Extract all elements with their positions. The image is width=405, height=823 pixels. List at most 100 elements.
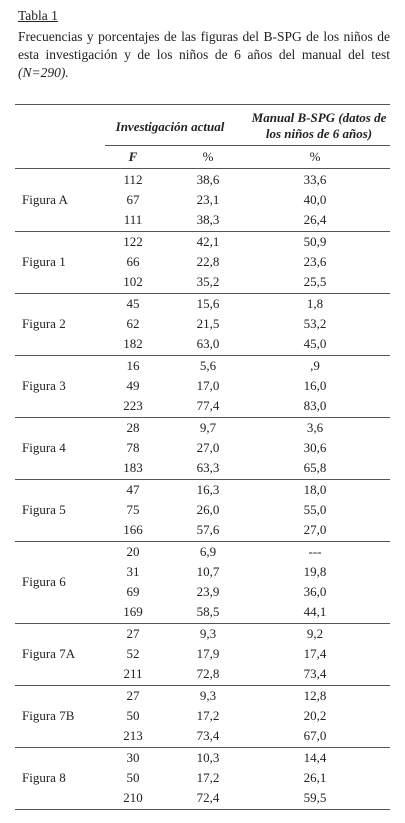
table-cell: 17,2 bbox=[196, 708, 220, 723]
col-group-header: Manual B-SPG (datos de los niños de 6 añ… bbox=[251, 110, 387, 141]
table-cell: 67 bbox=[126, 192, 140, 207]
table-cell: 16,0 bbox=[303, 378, 327, 393]
table-cell: 27 bbox=[126, 688, 140, 703]
table-cell: 75 bbox=[126, 502, 140, 517]
table-cell: 77,4 bbox=[196, 398, 220, 413]
table-cell: 69 bbox=[126, 584, 140, 599]
table-cell: 102 bbox=[123, 274, 143, 289]
table-cell: 63,3 bbox=[196, 460, 220, 475]
table-cell: 72,8 bbox=[196, 666, 220, 681]
table-caption: Frecuencias y porcentajes de las figuras… bbox=[18, 28, 390, 82]
table-cell: 20 bbox=[126, 544, 140, 559]
row-label: Figura 7B bbox=[22, 708, 75, 723]
caption-text: Frecuencias y porcentajes de las figuras… bbox=[18, 29, 390, 62]
table-cell: 50 bbox=[126, 708, 140, 723]
group-rule bbox=[15, 623, 390, 624]
table-cell: 10,7 bbox=[196, 564, 220, 579]
table-cell: 59,5 bbox=[303, 790, 327, 805]
table-cell: 16,3 bbox=[196, 482, 220, 497]
group-rule bbox=[15, 747, 390, 748]
table-cell: 27 bbox=[126, 626, 140, 641]
table-cell: 31 bbox=[126, 564, 140, 579]
table-cell: 21,5 bbox=[196, 316, 220, 331]
table-cell: 36,0 bbox=[303, 584, 327, 599]
row-label: Figura 4 bbox=[22, 440, 66, 455]
table-cell: 15,6 bbox=[196, 296, 220, 311]
table-cell: 112 bbox=[123, 172, 143, 187]
table-cell: 1,8 bbox=[306, 296, 324, 311]
table-cell: 23,9 bbox=[196, 584, 220, 599]
table-cell: 223 bbox=[123, 398, 143, 413]
table-cell: 17,9 bbox=[196, 646, 220, 661]
table-cell: 58,5 bbox=[196, 604, 220, 619]
table-cell: 17,4 bbox=[303, 646, 327, 661]
table-cell: ,9 bbox=[310, 358, 320, 373]
table-cell: 14,4 bbox=[303, 750, 327, 765]
table-cell: 28 bbox=[126, 420, 140, 435]
table-cell: 18,0 bbox=[303, 482, 327, 497]
table-cell: 83,0 bbox=[303, 398, 327, 413]
table-cell: 10,3 bbox=[196, 750, 220, 765]
table-cell: 16 bbox=[126, 358, 140, 373]
row-label: Figura 6 bbox=[22, 574, 66, 589]
table-cell: --- bbox=[308, 544, 322, 559]
table-cell: 72,4 bbox=[196, 790, 220, 805]
table-cell: 65,8 bbox=[303, 460, 327, 475]
table-cell: 12,8 bbox=[303, 688, 327, 703]
row-label: Figura 1 bbox=[22, 254, 66, 269]
table-cell: 78 bbox=[126, 440, 140, 455]
row-label: Figura 3 bbox=[22, 378, 66, 393]
table-cell: 49 bbox=[126, 378, 140, 393]
table-cell: 9,7 bbox=[199, 420, 217, 435]
table-cell: 25,5 bbox=[303, 274, 327, 289]
table-cell: 73,4 bbox=[303, 666, 327, 681]
table-cell: 53,2 bbox=[303, 316, 327, 331]
table-cell: 122 bbox=[123, 234, 143, 249]
group-rule bbox=[15, 479, 390, 480]
table-cell: 26,0 bbox=[196, 502, 220, 517]
group-rule bbox=[15, 231, 390, 232]
table-cell: 30 bbox=[126, 750, 140, 765]
table-label: Tabla 1 bbox=[18, 8, 58, 23]
table-cell: 211 bbox=[123, 666, 143, 681]
table-cell: 26,4 bbox=[303, 212, 327, 227]
table-cell: 33,6 bbox=[303, 172, 327, 187]
col-header: % bbox=[309, 149, 321, 164]
caption-n: (N=290). bbox=[18, 65, 69, 80]
top-rule bbox=[15, 104, 390, 105]
table-cell: 73,4 bbox=[196, 728, 220, 743]
table-cell: 63,0 bbox=[196, 336, 220, 351]
table-cell: 19,8 bbox=[303, 564, 327, 579]
table-cell: 6,9 bbox=[199, 544, 217, 559]
table-cell: 57,6 bbox=[196, 522, 220, 537]
header-bottom-rule bbox=[15, 168, 390, 169]
table-cell: 9,3 bbox=[199, 626, 217, 641]
group-rule bbox=[15, 293, 390, 294]
col-group-header: Investigación actual bbox=[115, 119, 225, 134]
table-cell: 52 bbox=[126, 646, 140, 661]
table-cell: 3,6 bbox=[306, 420, 324, 435]
table-cell: 67,0 bbox=[303, 728, 327, 743]
row-label: Figura 5 bbox=[22, 502, 66, 517]
table-cell: 111 bbox=[123, 212, 143, 227]
table-cell: 20,2 bbox=[303, 708, 327, 723]
row-label: Figura 8 bbox=[22, 770, 66, 785]
row-label: Figura 2 bbox=[22, 316, 66, 331]
table-cell: 66 bbox=[126, 254, 140, 269]
table-cell: 44,1 bbox=[303, 604, 327, 619]
header-rule bbox=[105, 145, 390, 146]
table-cell: 22,8 bbox=[196, 254, 220, 269]
table-cell: 50 bbox=[126, 770, 140, 785]
table-cell: 17,2 bbox=[196, 770, 220, 785]
table-cell: 42,1 bbox=[196, 234, 220, 249]
table-cell: 210 bbox=[123, 790, 143, 805]
table-cell: 35,2 bbox=[196, 274, 220, 289]
table-cell: 38,3 bbox=[196, 212, 220, 227]
table-cell: 50,9 bbox=[303, 234, 327, 249]
group-rule bbox=[15, 809, 390, 810]
table-cell: 17,0 bbox=[196, 378, 220, 393]
table-cell: 45,0 bbox=[303, 336, 327, 351]
table-cell: 9,2 bbox=[306, 626, 324, 641]
table-cell: 27,0 bbox=[196, 440, 220, 455]
